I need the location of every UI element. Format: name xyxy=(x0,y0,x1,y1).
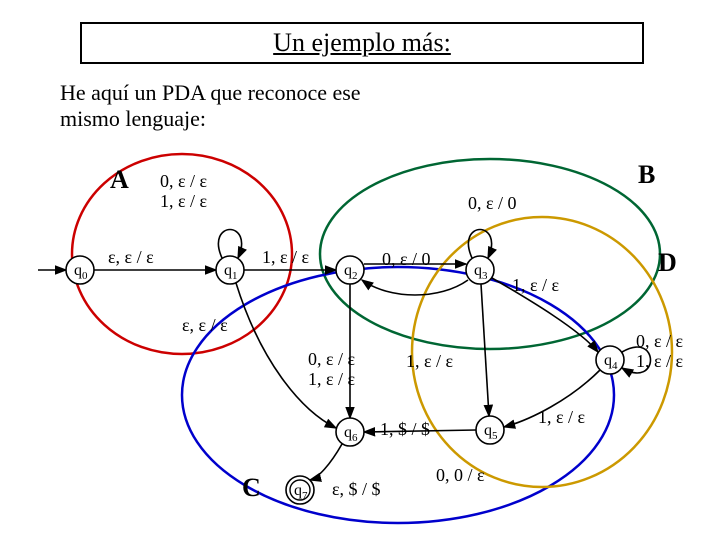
label-q2-q3: 0, ε / 0 xyxy=(382,250,431,270)
state-q3: q3 xyxy=(466,256,494,284)
label-q1-loop: 0, ε / ε 1, ε / ε xyxy=(160,172,207,212)
state-q5: q5 xyxy=(476,416,504,444)
label-q5-q6: 1, $ / $ xyxy=(380,420,430,440)
label-q2-q6: 0, ε / ε 1, ε / ε xyxy=(308,350,355,390)
state-q1: q1 xyxy=(216,256,244,284)
pda-diagram: q0 q1 q2 q3 q4 q5 q6 q7 xyxy=(0,0,720,540)
state-q0: q0 xyxy=(66,256,94,284)
label-q4-q5: 1, ε / ε xyxy=(538,408,585,428)
state-q6: q6 xyxy=(336,418,364,446)
label-q3-q2: 1, ε / ε xyxy=(406,352,453,372)
label-q1-q2: 1, ε / ε xyxy=(262,248,309,268)
edge-q6-q7 xyxy=(310,444,342,480)
state-q4: q4 xyxy=(596,346,624,374)
label-q3-q4: 1, ε / ε xyxy=(512,276,559,296)
state-q7: q7 xyxy=(286,476,314,504)
edge-q1-loop xyxy=(218,230,241,259)
label-q3-q5: 0, 0 / ε xyxy=(436,466,485,486)
label-q1-q6: ε, ε / ε xyxy=(182,316,228,336)
label-q6-q7: ε, $ / $ xyxy=(332,480,381,500)
region-A-label: A xyxy=(110,165,129,195)
label-q4-loop: 0, ε / ε 1, ε / ε xyxy=(636,332,683,372)
region-B-label: B xyxy=(638,160,655,190)
label-q0-q1: ε, ε / ε xyxy=(108,248,154,268)
region-D-label: D xyxy=(658,248,677,278)
state-q2: q2 xyxy=(336,256,364,284)
label-q3-loop: 0, ε / 0 xyxy=(468,194,517,214)
edge-q3-q2 xyxy=(362,280,468,295)
region-C-label: C xyxy=(242,473,261,503)
